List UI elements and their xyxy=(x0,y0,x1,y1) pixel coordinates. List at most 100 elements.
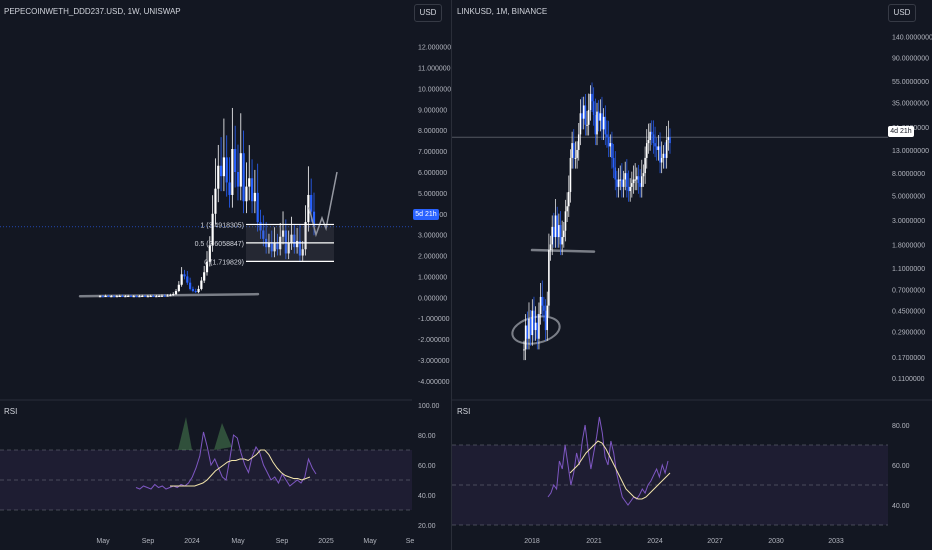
right-candle-body xyxy=(581,113,583,119)
left-candle-body xyxy=(98,296,102,298)
right-chart-pane[interactable]: 140.0000000 90.0000000 55.0000000 35.000000… xyxy=(452,0,932,550)
left-x-tick-label: May xyxy=(96,538,110,545)
right-y-tick-label: 1.8000000 xyxy=(892,242,925,249)
right-rsi-tick-label: 60.00 xyxy=(892,463,910,470)
left-x-tick-label: May xyxy=(363,538,377,545)
left-candle-body xyxy=(301,249,304,256)
right-candle-body xyxy=(587,109,590,125)
left-candle-body xyxy=(149,296,152,298)
left-candle-body xyxy=(180,274,183,285)
left-candles xyxy=(0,107,412,298)
left-candle-body xyxy=(262,230,265,239)
left-rsi-overbought-fill xyxy=(214,423,232,450)
left-candle-body xyxy=(121,296,124,298)
right-x-tick-label: 2030 xyxy=(768,538,784,545)
right-candle-body xyxy=(544,310,547,331)
right-candle-body xyxy=(531,310,534,336)
right-candle-body xyxy=(665,140,668,158)
right-support-line xyxy=(530,248,596,253)
left-rsi-tick-label: 100.00 xyxy=(418,403,440,410)
right-candle-body xyxy=(597,111,600,121)
left-candle-body xyxy=(104,296,107,298)
right-candle-body xyxy=(667,137,670,141)
right-candle-body xyxy=(526,325,529,339)
left-price-axis[interactable]: 12.000000 11.000000 10.000000 9.000000 8.000… xyxy=(418,45,451,386)
left-candle-body xyxy=(290,234,293,243)
left-candle-body xyxy=(267,243,271,248)
right-candle-body xyxy=(622,179,625,187)
right-candle-body xyxy=(529,318,532,336)
right-y-tick-label: 0.7000000 xyxy=(892,288,925,295)
left-candle-body xyxy=(166,295,169,297)
left-candle-body xyxy=(217,165,220,189)
right-candle-body xyxy=(649,131,651,141)
left-rsi-tick-label: 80.00 xyxy=(418,433,436,440)
left-candle-body xyxy=(231,149,234,195)
right-candle-body xyxy=(556,215,558,238)
left-candle-body xyxy=(245,186,248,202)
right-candle-body xyxy=(647,140,650,144)
left-candle-body xyxy=(172,294,175,296)
right-time-axis[interactable]: 2018 2021 2024 2027 2030 2033 xyxy=(524,538,844,545)
left-currency-button[interactable]: USD xyxy=(414,4,442,22)
left-candle-body xyxy=(219,165,223,177)
left-fib-label: 1 (3.4918305) xyxy=(200,222,244,229)
left-rsi-tick-label: 20.00 xyxy=(418,523,436,530)
left-candle-body xyxy=(312,211,316,227)
right-price-axis[interactable]: 140.0000000 90.0000000 55.0000000 35.000000… xyxy=(892,34,932,383)
left-candle-body xyxy=(189,282,192,289)
left-rsi-tick-label: 60.00 xyxy=(418,463,436,470)
left-candle-body xyxy=(174,291,178,295)
right-rsi-pane: 80.00 60.00 40.00 xyxy=(452,399,932,526)
pane-divider[interactable] xyxy=(451,0,452,550)
right-candle-body xyxy=(660,157,663,163)
right-candle-body xyxy=(553,226,555,238)
right-candle-body xyxy=(639,183,641,187)
right-candle-body xyxy=(559,225,562,245)
left-candle-body xyxy=(222,157,225,177)
left-y-tick-label: -3.000000 xyxy=(418,358,450,365)
left-candle-body xyxy=(110,296,113,298)
right-candle-body xyxy=(538,313,540,339)
left-y-tick-label: 11.000000 xyxy=(418,66,451,73)
right-candle-body xyxy=(558,225,560,238)
right-candle-body xyxy=(599,113,602,121)
right-candle-body xyxy=(645,143,648,158)
right-candle-body xyxy=(634,179,636,181)
right-candle-body xyxy=(582,105,585,119)
left-candle-body xyxy=(112,296,116,298)
right-y-tick-label: 55.0000000 xyxy=(892,79,929,86)
right-candle-body xyxy=(621,179,623,187)
left-candle-body xyxy=(203,272,206,281)
left-y-tick-label: -4.000000 xyxy=(418,379,450,386)
right-candle-body xyxy=(614,167,617,180)
left-candle-body xyxy=(146,296,149,298)
right-y-tick-label: 0.1700000 xyxy=(892,355,925,362)
left-time-axis[interactable]: May Sep 2024 May Sep 2025 May Se xyxy=(96,538,414,545)
left-candle-body xyxy=(135,296,138,298)
left-candle-body xyxy=(296,240,299,248)
right-candle-body xyxy=(584,105,587,125)
right-currency-button[interactable]: USD xyxy=(888,4,916,22)
left-fib-box[interactable]: 1 (3.4918305) 0.5 (2.6058847) 0 (1.719829) xyxy=(195,222,334,266)
left-x-tick-label: May xyxy=(231,538,245,545)
left-candle-body xyxy=(211,213,214,246)
right-candle-body xyxy=(642,173,645,177)
left-candle-body xyxy=(169,295,172,297)
left-y-tick-label: 10.000000 xyxy=(418,86,451,93)
left-candle-body xyxy=(214,188,217,214)
left-x-tick-label: Sep xyxy=(142,538,155,545)
left-y-tick-label: 8.000000 xyxy=(418,128,447,135)
right-candle-body xyxy=(546,305,549,331)
right-rsi-label: RSI xyxy=(457,407,470,416)
left-candle-body xyxy=(234,149,237,172)
left-y-tick-label: -1.000000 xyxy=(418,316,450,323)
left-candle-body xyxy=(107,296,110,298)
left-y-tick-label: 2.000000 xyxy=(418,254,447,261)
right-candles xyxy=(452,82,888,361)
left-candle-body xyxy=(250,178,254,202)
left-chart-pane[interactable]: 1 (3.4918305) 0.5 (2.6058847) 0 (1.719829)… xyxy=(0,0,452,550)
right-candle-body xyxy=(601,113,603,130)
right-candle-body xyxy=(524,325,527,350)
right-y-tick-label: 13.0000000 xyxy=(892,148,929,155)
